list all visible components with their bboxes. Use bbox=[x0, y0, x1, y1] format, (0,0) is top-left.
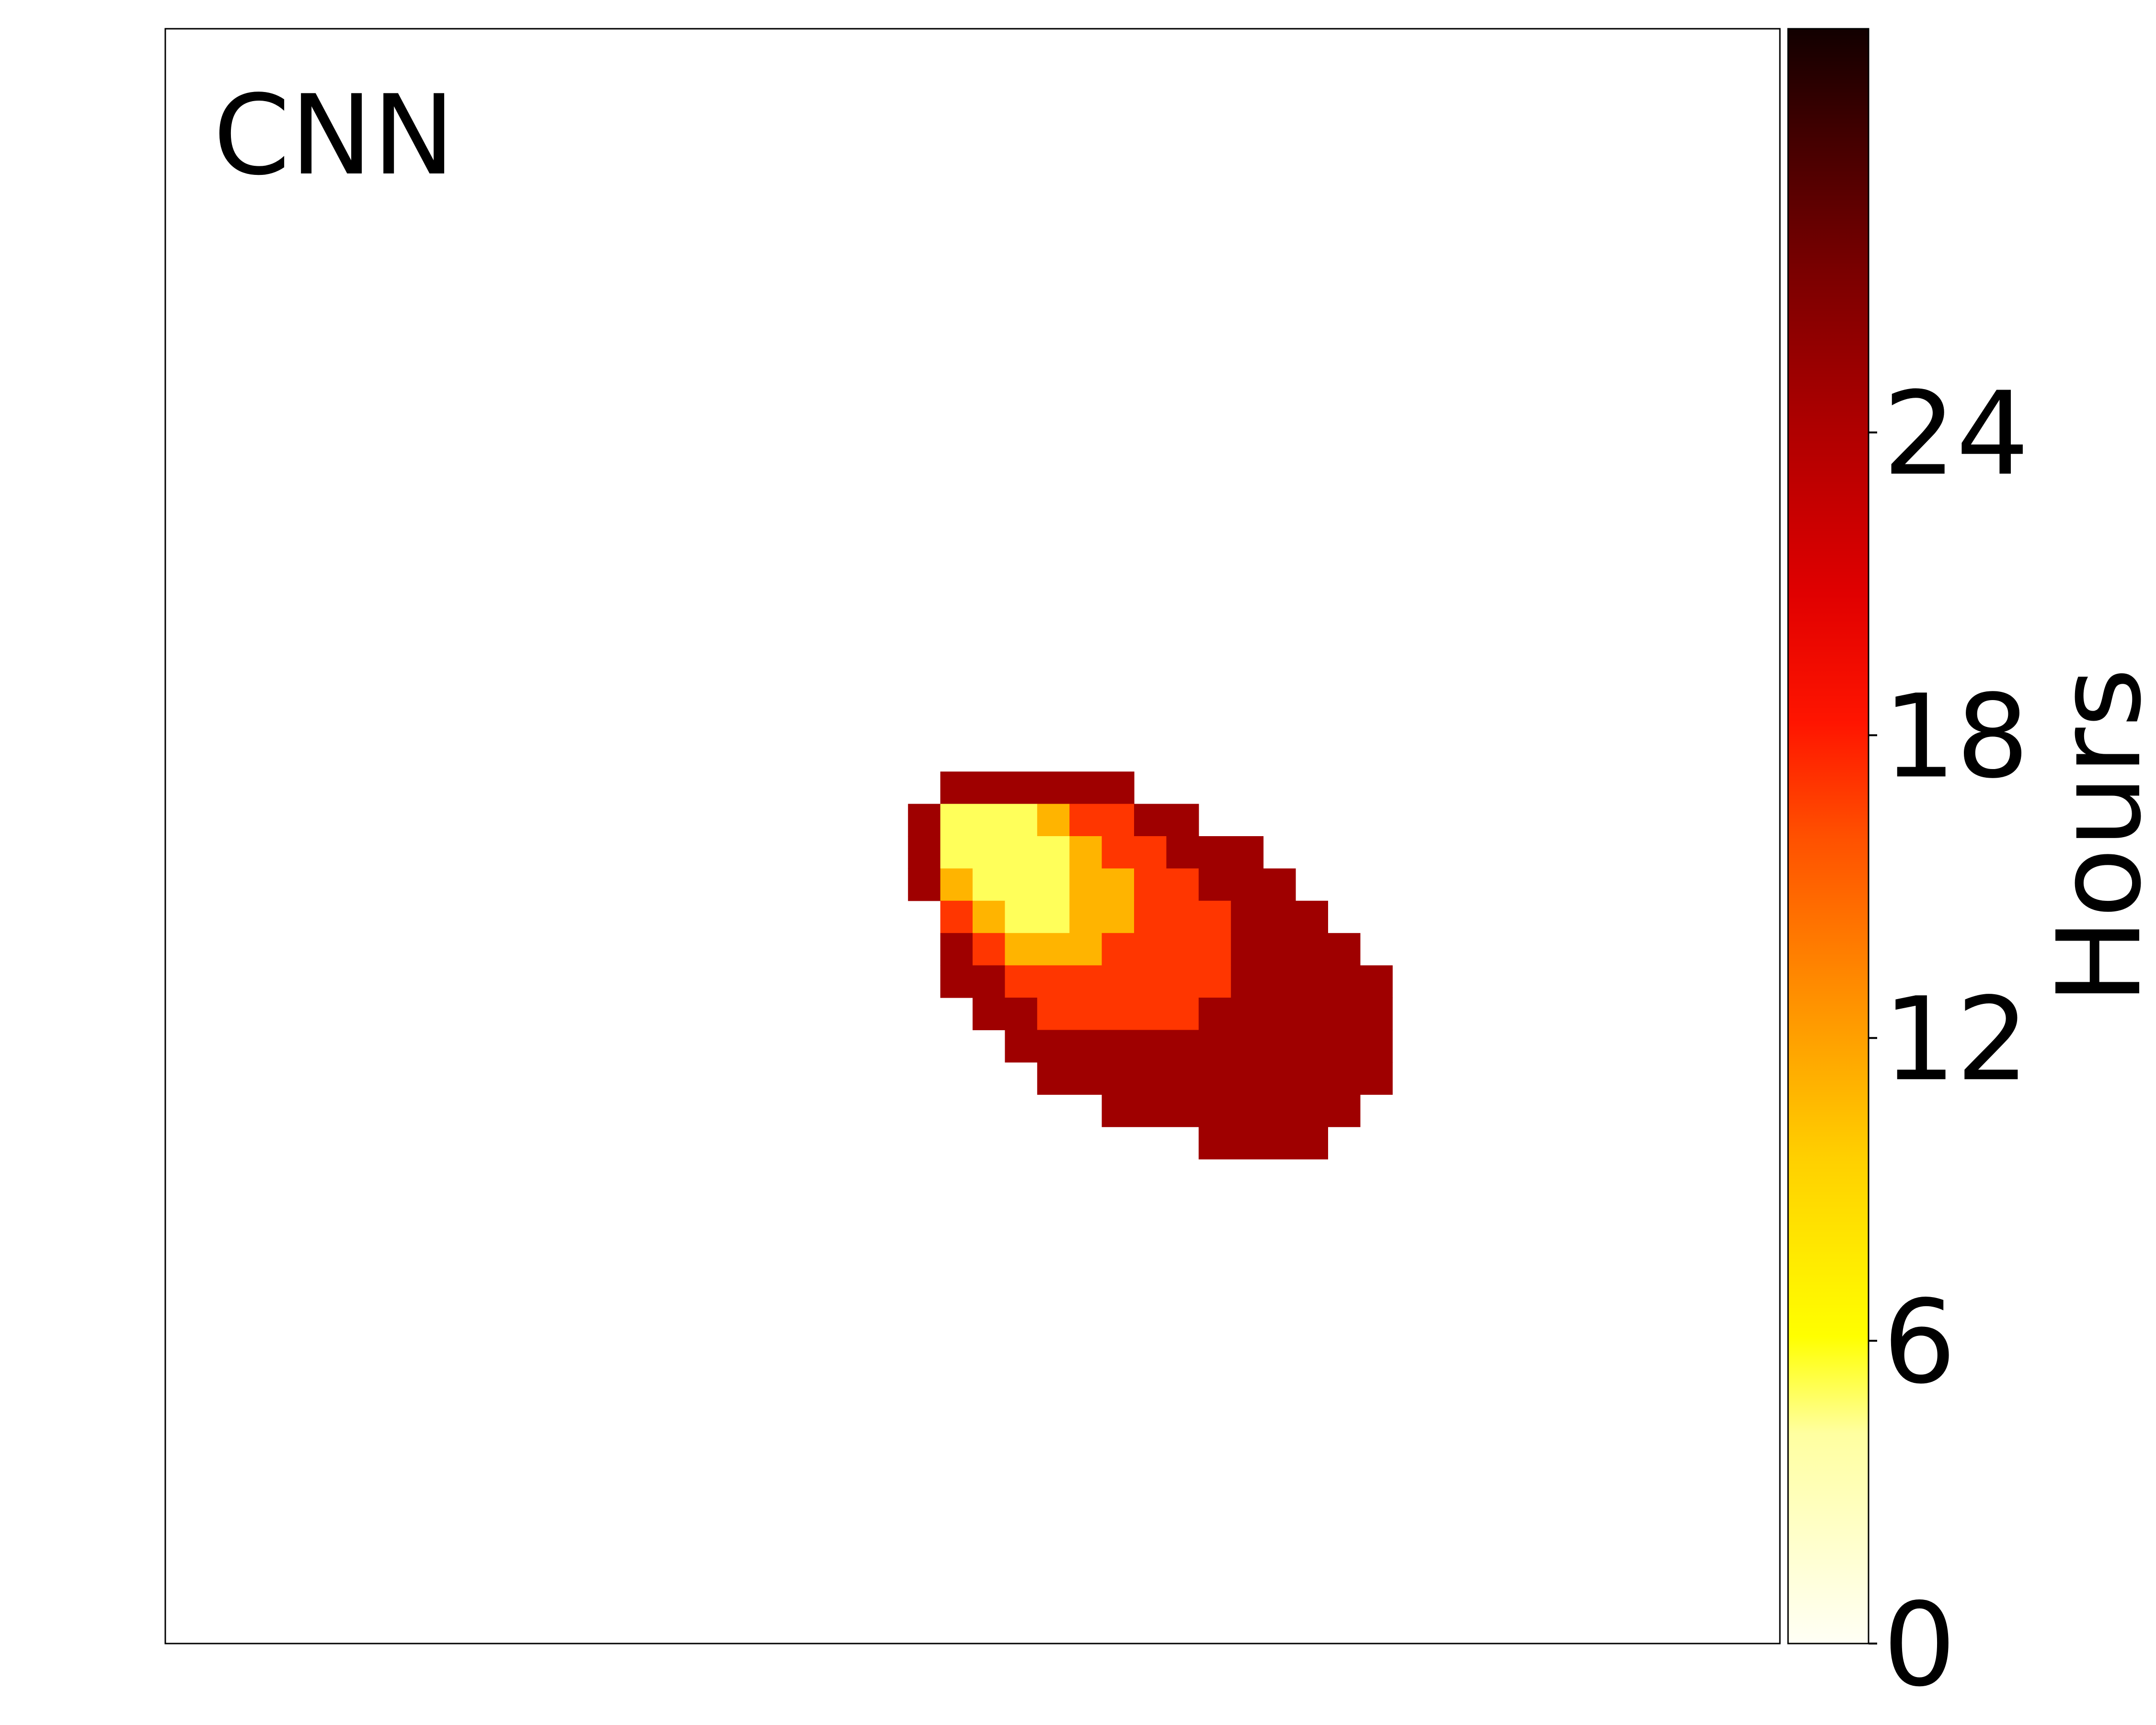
heatmap-cell bbox=[1134, 804, 1199, 837]
panel-label: CNN bbox=[213, 72, 455, 200]
heatmap-cell bbox=[1037, 804, 1070, 837]
heatmap-cell bbox=[940, 804, 1038, 837]
colorbar-tick-label: 6 bbox=[1883, 1275, 1956, 1409]
heatmap-cell bbox=[1069, 804, 1135, 837]
heatmap-cells bbox=[908, 771, 1393, 1160]
heatmap-cell bbox=[1005, 933, 1102, 966]
heatmap-cell bbox=[973, 868, 1070, 901]
heatmap-cell bbox=[1198, 998, 1393, 1030]
colorbar-tick-label: 12 bbox=[1883, 972, 2029, 1106]
heatmap-cell bbox=[940, 933, 973, 966]
heatmap-cell bbox=[1069, 836, 1102, 869]
heatmap-cell bbox=[1166, 836, 1264, 869]
heatmap-cell bbox=[940, 900, 973, 933]
heatmap-cell bbox=[1134, 900, 1231, 933]
colorbar-ticks: 0 6 12 18 24 bbox=[1869, 367, 2029, 1712]
heatmap-cell bbox=[1101, 836, 1167, 869]
colorbar-tick-label: 0 bbox=[1883, 1578, 1956, 1712]
heatmap-cell bbox=[1198, 1127, 1328, 1160]
colorbar-tick-label: 24 bbox=[1883, 367, 2029, 501]
heatmap-cell bbox=[940, 836, 1038, 869]
heatmap-cell bbox=[1231, 900, 1328, 933]
colorbar-tick-label: 18 bbox=[1883, 669, 2029, 804]
plot-frame bbox=[164, 28, 1781, 1644]
heatmap-cell bbox=[940, 868, 973, 901]
heatmap-cell bbox=[1069, 868, 1135, 901]
heatmap-cell bbox=[1069, 900, 1135, 933]
heatmap-cell bbox=[973, 998, 1038, 1030]
heatmap-cell bbox=[1005, 1030, 1393, 1063]
heatmap-cell bbox=[940, 771, 1135, 805]
colorbar-label: Hours bbox=[2032, 667, 2156, 1004]
heatmap-cell bbox=[1134, 868, 1199, 901]
colorbar bbox=[1787, 28, 1869, 1644]
heatmap-cell bbox=[940, 965, 1005, 998]
heatmap-cell bbox=[1005, 965, 1231, 998]
heatmap-cell bbox=[1005, 900, 1070, 933]
heatmap-cell bbox=[973, 900, 1005, 933]
heatmap-cell bbox=[908, 868, 941, 901]
heatmap-cell bbox=[1037, 1062, 1393, 1095]
heatmap-cell bbox=[1037, 836, 1070, 869]
heatmap-cell bbox=[908, 836, 941, 869]
heatmap-cell bbox=[1037, 998, 1199, 1030]
heatmap-cell bbox=[1198, 868, 1296, 901]
heatmap-cell bbox=[1101, 1094, 1361, 1127]
heatmap-cell bbox=[908, 804, 941, 837]
heatmap-cell bbox=[1231, 965, 1393, 998]
heatmap-cell bbox=[1231, 933, 1361, 966]
heatmap-cell bbox=[1101, 933, 1231, 966]
heatmap-cell bbox=[973, 933, 1005, 966]
